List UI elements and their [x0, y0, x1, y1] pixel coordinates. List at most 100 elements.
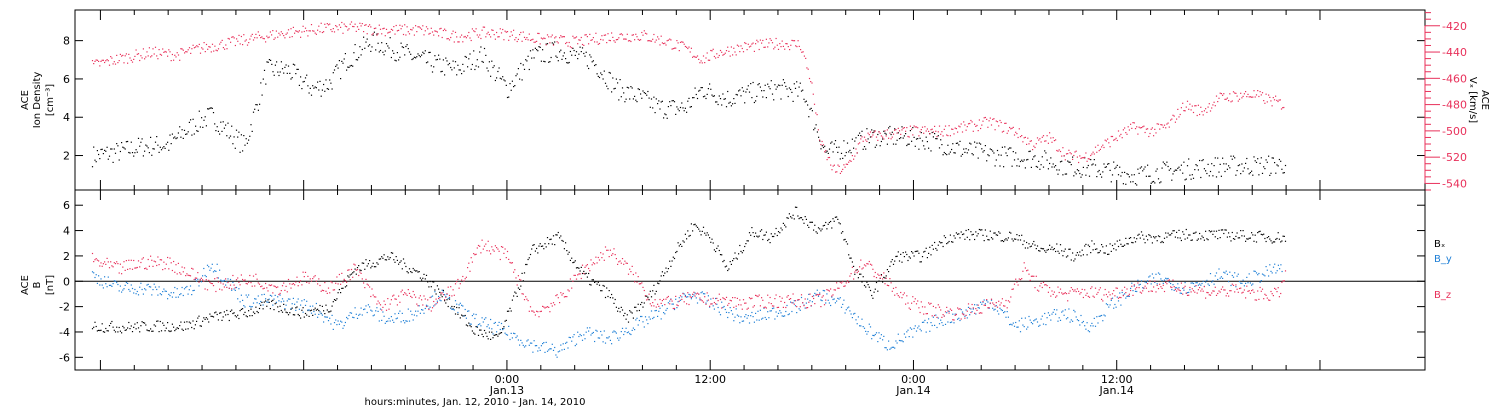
density-point	[469, 53, 471, 55]
bz-point	[1069, 290, 1071, 292]
by-point	[705, 302, 707, 304]
bz-point	[234, 287, 236, 289]
velocity-point	[572, 35, 574, 37]
by-point	[476, 325, 478, 327]
density-point	[676, 106, 678, 108]
bz-point	[280, 290, 282, 292]
density-point	[634, 95, 636, 97]
density-point	[1117, 174, 1120, 176]
by-point	[306, 300, 308, 302]
density-point	[324, 90, 326, 92]
bx-point	[411, 271, 413, 274]
density-point	[866, 128, 868, 130]
bz-point	[1283, 280, 1285, 282]
velocity-point	[817, 129, 819, 131]
by-point	[586, 327, 588, 329]
density-point	[179, 126, 181, 128]
by-point	[595, 329, 597, 331]
density-point	[1254, 160, 1256, 162]
by-point	[135, 293, 137, 295]
bx-point	[448, 298, 451, 300]
density-point	[797, 95, 799, 97]
by-point	[506, 334, 509, 336]
bz-point	[1162, 284, 1164, 286]
bx-point	[958, 233, 960, 235]
bx-point	[1161, 240, 1163, 243]
velocity-point	[121, 55, 123, 57]
by-point	[905, 336, 907, 338]
bz-point	[1276, 291, 1278, 293]
bz-point	[769, 296, 771, 299]
density-point	[353, 52, 355, 54]
bz-point	[1044, 284, 1046, 286]
by-point	[269, 294, 271, 296]
density-point	[579, 46, 581, 48]
density-point	[1012, 151, 1014, 153]
bx-point	[205, 317, 207, 319]
bz-point	[98, 260, 100, 262]
bx-point	[971, 234, 973, 236]
density-point	[928, 147, 930, 149]
bz-point	[1029, 279, 1031, 281]
by-point	[724, 308, 726, 311]
density-point	[139, 145, 141, 147]
bx-point	[998, 231, 1000, 233]
bz-point	[180, 273, 182, 275]
by-point	[1130, 287, 1132, 289]
velocity-point	[302, 25, 304, 27]
bx-point	[1001, 240, 1003, 242]
bx-point	[1059, 244, 1062, 246]
bx-point	[930, 254, 932, 256]
bx-point	[1124, 244, 1126, 246]
bx-point	[579, 270, 581, 272]
density-point	[982, 151, 984, 153]
bx-point	[562, 240, 564, 242]
bz-point	[779, 296, 781, 298]
by-point	[798, 308, 800, 310]
bz-point	[1247, 290, 1249, 292]
bz-point	[572, 280, 574, 282]
velocity-point	[1143, 125, 1145, 127]
velocity-point	[1220, 93, 1222, 95]
by-point	[637, 324, 639, 326]
by-point	[565, 342, 567, 344]
bz-point	[342, 281, 344, 283]
density-point	[337, 67, 339, 69]
by-point	[740, 316, 742, 318]
bx-point	[349, 274, 351, 276]
bz-point	[1016, 281, 1018, 283]
velocity-point	[1228, 100, 1230, 102]
bx-point	[248, 310, 250, 312]
bx-point	[338, 289, 340, 291]
by-point	[303, 299, 305, 301]
bx-point	[533, 244, 535, 246]
bx-point	[746, 240, 748, 242]
bz-point	[615, 258, 617, 260]
density-point	[1238, 164, 1241, 166]
by-point	[140, 282, 142, 284]
bx-point	[256, 310, 258, 313]
velocity-point	[589, 33, 591, 35]
by-point	[1116, 296, 1118, 298]
by-point	[214, 270, 216, 272]
velocity-point	[209, 46, 211, 48]
by-point	[549, 348, 551, 350]
velocity-point	[1122, 129, 1124, 131]
velocity-point	[361, 23, 363, 25]
bz-point	[1042, 281, 1045, 283]
by-point	[395, 318, 397, 320]
by-point	[271, 295, 273, 297]
bx-point	[658, 283, 660, 285]
bx-point	[1067, 255, 1069, 257]
bz-point	[689, 296, 691, 298]
density-point	[174, 136, 176, 138]
velocity-point	[350, 21, 353, 23]
density-point	[591, 61, 593, 63]
velocity-point	[139, 59, 141, 62]
density-point	[883, 130, 885, 132]
by-point	[805, 302, 807, 304]
density-point	[816, 131, 818, 133]
bz-point	[836, 282, 838, 284]
bz-point	[657, 303, 659, 305]
velocity-point	[503, 39, 505, 41]
